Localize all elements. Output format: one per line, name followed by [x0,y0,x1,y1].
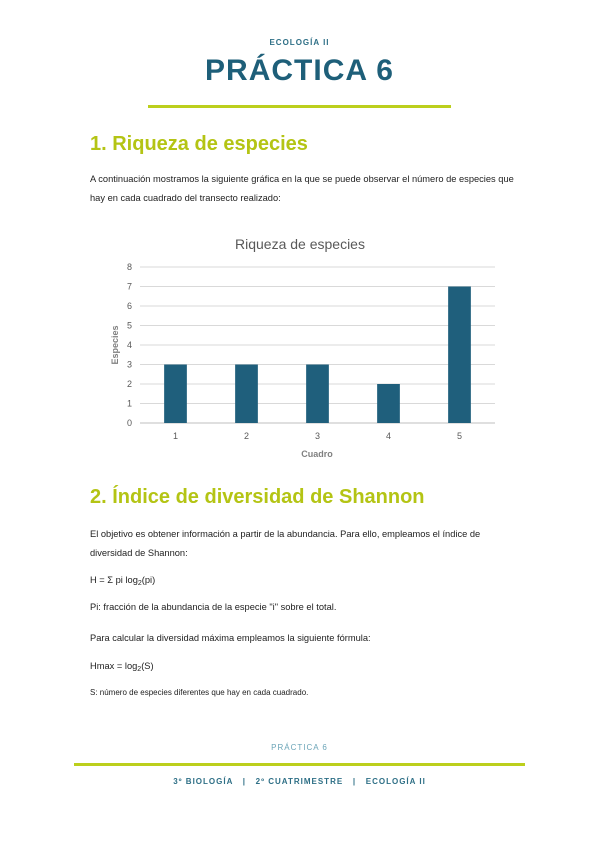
x-tick-label: 5 [457,431,462,441]
chart-grid [140,266,495,424]
section-heading-shannon: 2. Índice de diversidad de Shannon [90,486,425,508]
y-tick-label: 2 [127,379,132,389]
title-divider [148,105,451,108]
footer-course-info: 3º BIOLOGÍA | 2º CUATRIMESTRE | ECOLOGÍA… [173,777,426,786]
chart-x-axis-label: Cuadro [301,449,333,459]
bar [235,364,258,423]
formula-main: H = Σ pi log [90,575,138,585]
y-tick-label: 1 [127,399,132,409]
x-tick-label: 1 [173,431,178,441]
section-heading-riqueza: 1. Riqueza de especies [90,133,308,155]
x-tick-label: 2 [244,431,249,441]
y-tick-label: 3 [127,360,132,370]
y-tick-label: 8 [127,262,132,272]
y-tick-label: 5 [127,321,132,331]
chart-title: Riqueza de especies [235,236,365,252]
formula-subscript: 2 [137,580,142,587]
chart-y-axis-label: Especies [110,325,120,364]
x-tick-label: 3 [315,431,320,441]
hmax-main: Hmax = log [90,661,138,671]
bar [164,364,187,423]
y-tick-label: 6 [127,301,132,311]
hmax-subscript: 2 [137,666,142,673]
section1-intro: A continuación mostramos la siguiente gr… [90,174,514,203]
footer-page-label: PRÁCTICA 6 [271,743,328,752]
bar [377,384,400,423]
y-tick-label: 7 [127,282,132,292]
header-subject: ECOLOGÍA II [269,38,330,47]
shannon-formula: H = Σ pi log2(pi) [90,571,520,593]
s-definition: S: número de especies diferentes que hay… [90,688,309,697]
y-tick-label: 0 [127,418,132,428]
footer-divider [74,763,525,766]
section2-paragraph-objective: El objetivo es obtener información a par… [90,529,481,558]
x-tick-label: 4 [386,431,391,441]
chart-y-ticks: 0 1 2 3 4 5 6 7 8 [127,262,132,428]
hmax-intro: Para calcular la diversidad máxima emple… [90,633,371,643]
bar [448,286,471,423]
chart-bars [164,286,471,423]
page-title: PRÁCTICA 6 [205,54,394,87]
chart-x-ticks: 1 2 3 4 5 [173,431,462,441]
formula-end: (pi) [141,575,156,585]
pi-definition: Pi: fracción de la abundancia de la espe… [90,602,337,612]
species-richness-chart: Riqueza de especies 0 1 2 3 4 5 6 7 8 1 2 3 4 5 Espe… [110,236,495,459]
y-tick-label: 4 [127,340,132,350]
bar [306,364,329,423]
hmax-formula: Hmax = log2(S) [90,657,520,679]
hmax-end: (S) [141,661,154,671]
